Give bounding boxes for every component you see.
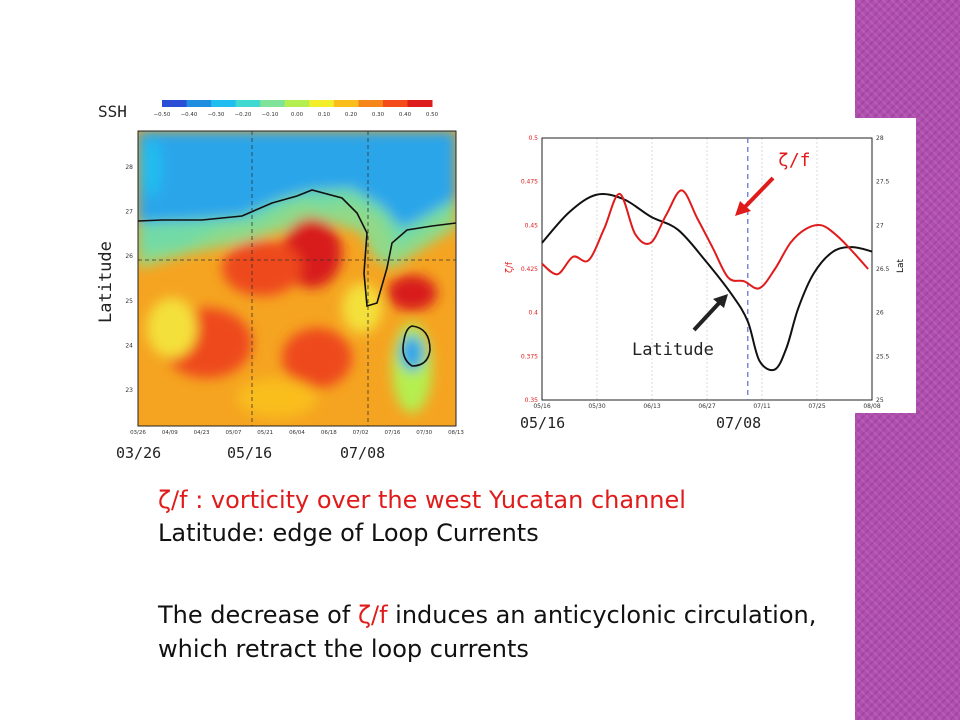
text-decrease-a: The decrease of — [158, 601, 358, 629]
line-x-tick: 07/11 — [753, 403, 770, 410]
right-y-ticks: 25 25.5 26 26.5 27 27.5 28 — [876, 135, 890, 404]
left-y-tick: 0.4 — [528, 310, 538, 317]
ssh-colorbar: −0.50 −0.40 −0.30 −0.20 −0.10 0.00 0.10 0.20 0.3… — [154, 100, 439, 118]
heatmap-y-tick: 27 — [125, 208, 133, 215]
heatmap-x-tick: 04/23 — [194, 430, 210, 436]
colorbar-swatch — [358, 100, 384, 107]
left-y-tick: 0.5 — [528, 135, 538, 142]
line-x-tick: 07/25 — [808, 403, 825, 410]
left-y-ticks: 0.35 0.375 0.4 0.425 0.45 0.475 0.5 — [521, 135, 538, 404]
colorbar-tick: 0.20 — [345, 112, 358, 118]
colorbar-swatch — [162, 100, 188, 107]
colorbar-tick: −0.10 — [262, 112, 279, 118]
latitude-annotation: Latitude — [632, 340, 714, 360]
right-y-tick: 25.5 — [876, 353, 890, 360]
heatmap-x-tick: 04/09 — [162, 430, 178, 436]
colorbar-swatch — [186, 100, 212, 107]
right-y-tick: 28 — [876, 135, 884, 142]
colorbar-swatches — [162, 100, 433, 107]
latitude-arrow — [692, 300, 722, 332]
zeta-arrow — [740, 176, 775, 212]
colorbar-swatch — [382, 100, 408, 107]
heatmap-x-tick: 05/07 — [225, 430, 241, 436]
left-y-tick: 0.45 — [525, 222, 539, 229]
right-y-tick: 25 — [876, 397, 884, 404]
text-line-retract: which retract the loop currents — [158, 635, 529, 663]
left-y-tick: 0.475 — [521, 179, 538, 186]
text-decrease-zeta: ζ/f — [357, 601, 388, 629]
colorbar-swatch — [333, 100, 359, 107]
heatmap-title: SSH — [98, 102, 127, 121]
colorbar-tick: 0.40 — [399, 112, 412, 118]
text-line-latitude-definition: Latitude: edge of Loop Currents — [158, 519, 539, 547]
heatmap-y-tick: 28 — [125, 164, 133, 171]
colorbar-tick: 0.50 — [426, 112, 439, 118]
heatmap-x-tick: 05/21 — [257, 430, 273, 436]
colorbar-tick: 0.10 — [318, 112, 331, 118]
colorbar-tick: 0.00 — [291, 112, 304, 118]
right-axis-label: Lat — [896, 258, 906, 273]
heatmap-x-tick: 03/26 — [130, 430, 146, 436]
colorbar-swatch — [284, 100, 310, 107]
latitude-arrow-head — [713, 294, 728, 308]
heatmap-x-tick: 06/18 — [321, 430, 337, 436]
line-x-tick: 05/16 — [533, 403, 550, 410]
heatmap-x-tick: 07/02 — [353, 430, 369, 436]
text-decrease-c: induces an anticyclonic circulation, — [387, 601, 817, 629]
heatmap-y-tick: 26 — [125, 253, 133, 260]
line-x-tick: 05/30 — [588, 403, 605, 410]
heatmap-x-tick: 07/30 — [416, 430, 432, 436]
line-x-ticks: 05/16 05/30 06/13 06/27 07/11 07/25 08/08 — [533, 403, 880, 410]
line-xlabel-0516: 05/16 — [520, 414, 566, 432]
series-zeta — [541, 189, 869, 290]
colorbar-swatch — [211, 100, 237, 107]
heatmap-xlabel-0708: 07/08 — [340, 444, 386, 462]
colorbar-tick: −0.30 — [208, 112, 225, 118]
right-y-tick: 26.5 — [876, 266, 890, 273]
heatmap-field — [138, 131, 456, 426]
line-xlabel-0708: 07/08 — [716, 414, 762, 432]
colorbar-swatch — [235, 100, 261, 107]
zeta-latitude-line-chart: 0.35 0.375 0.4 0.425 0.45 0.475 0.5 25 25.5 26 26… — [498, 118, 916, 413]
right-y-tick: 26 — [876, 310, 884, 317]
heatmap-x-ticks: 03/26 04/09 04/23 05/07 05/21 06/04 06/18 07/02… — [130, 430, 464, 436]
colorbar-swatch — [407, 100, 433, 107]
text-line-decrease: The decrease of ζ/f induces an anticyclo… — [158, 600, 816, 630]
heatmap-y-tick: 25 — [125, 298, 133, 305]
line-x-tick: 08/08 — [863, 403, 880, 410]
heatmap-xlabel-0326: 03/26 — [116, 444, 162, 462]
ssh-heatmap: 23 24 25 26 27 28 03/26 04/09 04/23 05/07 05/21 06… — [125, 130, 464, 436]
zeta-arrow-head — [735, 201, 751, 216]
text-line-zeta-definition: ζ/f : vorticity over the west Yucatan ch… — [158, 486, 686, 514]
colorbar-tick-labels: −0.50 −0.40 −0.30 −0.20 −0.10 0.00 0.10 0.20 0.3… — [154, 112, 439, 118]
heatmap-x-tick: 06/04 — [289, 430, 305, 436]
zeta-annotation: ζ/f — [778, 150, 811, 171]
heatmap-y-ticks: 23 24 25 26 27 28 — [125, 164, 133, 394]
colorbar-swatch — [309, 100, 335, 107]
colorbar-tick: 0.30 — [372, 112, 385, 118]
colorbar-swatch — [260, 100, 286, 107]
heatmap-x-tick: 07/16 — [384, 430, 400, 436]
heatmap-y-tick: 24 — [125, 343, 133, 350]
left-axis-label: ζ/f — [505, 261, 515, 273]
left-y-tick: 0.425 — [521, 266, 538, 273]
heatmap-xlabel-0516: 05/16 — [227, 444, 273, 462]
line-x-tick: 06/27 — [698, 403, 715, 410]
heatmap-y-tick: 23 — [125, 387, 133, 394]
heatmap-x-tick: 08/13 — [448, 430, 464, 436]
left-y-tick: 0.375 — [521, 353, 538, 360]
line-x-tick: 06/13 — [643, 403, 660, 410]
right-y-tick: 27.5 — [876, 179, 890, 186]
colorbar-tick: −0.50 — [154, 112, 171, 118]
left-y-tick: 0.35 — [525, 397, 539, 404]
colorbar-tick: −0.20 — [235, 112, 252, 118]
right-y-tick: 27 — [876, 222, 884, 229]
colorbar-tick: −0.40 — [181, 112, 198, 118]
